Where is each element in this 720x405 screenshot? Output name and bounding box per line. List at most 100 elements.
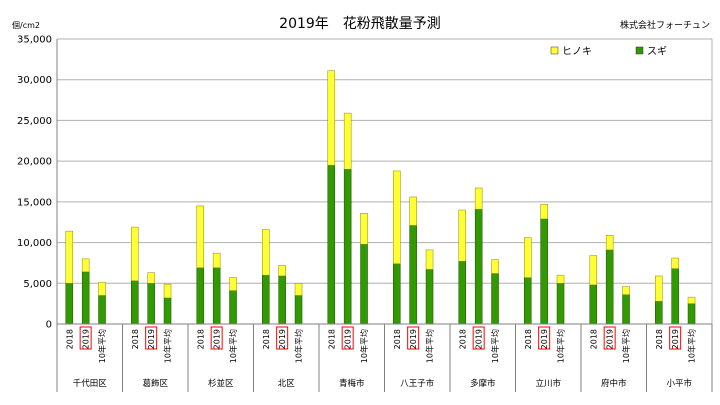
group-label: 千代田区 (73, 378, 108, 389)
x-tick-label: 10年平均 (359, 329, 369, 363)
legend-swatch (550, 46, 559, 55)
bar-hinoki (81, 258, 90, 273)
x-tick-label: 2019 (475, 329, 484, 349)
x-tick-label: 2019 (147, 329, 156, 349)
bar-sugi (474, 208, 483, 325)
bar-hinoki (458, 209, 467, 262)
bar-sugi (671, 268, 679, 325)
bar-hinoki (409, 196, 417, 226)
x-tick-label: 10年平均 (163, 329, 173, 363)
bar-sugi (147, 283, 155, 325)
bar-hinoki (262, 229, 270, 276)
group-label: 小平市 (666, 378, 692, 389)
bar-sugi (294, 295, 303, 325)
group-label: 府中市 (601, 378, 627, 389)
group-label: 杉並区 (208, 378, 234, 389)
bar-sugi (425, 269, 434, 325)
bar-sugi (278, 275, 286, 325)
bar-hinoki (425, 249, 434, 270)
x-tick-label: 2019 (344, 329, 353, 349)
bar-hinoki (196, 205, 205, 269)
highlight-box (210, 326, 223, 350)
y-tick-label: 5,000 (23, 279, 52, 290)
x-tick-label: 10年平均 (687, 329, 697, 363)
y-axis: 0 5,000 10,000 15,000 20,000 25,000 30,000 35,0… (17, 35, 713, 331)
x-tick-label: 2018 (655, 329, 664, 349)
x-tick-label: 2018 (524, 329, 533, 349)
bar-hinoki (327, 70, 336, 166)
y-tick-label: 0 (46, 320, 52, 331)
bar-sugi (229, 290, 237, 325)
bar-sugi (491, 273, 499, 325)
highlight-box (407, 326, 420, 350)
bar-hinoki (294, 283, 303, 296)
bar-hinoki (589, 255, 598, 286)
bar-sugi (65, 283, 74, 325)
bar-hinoki (360, 213, 368, 245)
bar-hinoki (540, 204, 548, 220)
bars (65, 70, 696, 325)
bar-sugi (262, 274, 270, 325)
bar-sugi (556, 283, 565, 325)
bar-hinoki (622, 286, 630, 295)
legend: ヒノキ スギ (550, 46, 667, 58)
bar-hinoki (655, 275, 663, 302)
bar-hinoki (131, 226, 139, 282)
bar-hinoki (229, 277, 237, 291)
group-label: 多摩市 (470, 378, 496, 389)
bar-sugi (524, 277, 532, 325)
bar-sugi (458, 261, 467, 325)
bar-sugi (196, 267, 205, 325)
bar-hinoki (524, 237, 532, 278)
bar-hinoki (98, 282, 106, 296)
gridlines (57, 38, 712, 284)
y-tick-label: 35,000 (17, 35, 52, 46)
highlight-box (669, 326, 682, 350)
bar-hinoki (671, 257, 679, 269)
company-name: 株式会社フォーチュン (620, 19, 710, 31)
x-tick-label: 10年平均 (97, 329, 107, 363)
x-tick-label: 2019 (278, 329, 287, 349)
bar-hinoki (163, 283, 172, 299)
x-tick-label: 2019 (82, 329, 91, 349)
x-tick-label: 2018 (131, 329, 140, 349)
bar-hinoki (491, 259, 499, 274)
bar-hinoki (393, 170, 401, 264)
bar-sugi (655, 300, 663, 325)
bar-sugi (212, 267, 221, 325)
bar-sugi (81, 271, 90, 325)
highlight-box (145, 326, 158, 350)
highlight-box (341, 326, 354, 350)
x-tick-label: 2018 (262, 329, 271, 349)
bar-sugi (605, 249, 614, 325)
x-tick-label: 2018 (393, 329, 402, 349)
highlight-box (538, 326, 551, 350)
highlight-box (603, 326, 616, 350)
bar-hinoki (343, 112, 352, 170)
highlight-box (472, 326, 485, 350)
y-tick-label: 15,000 (17, 197, 52, 208)
y-axis-unit: 個/cm2 (12, 20, 40, 30)
legend-label: ヒノキ (562, 46, 592, 58)
bar-sugi (327, 164, 336, 325)
bar-sugi (343, 169, 352, 325)
y-tick-label: 10,000 (17, 238, 52, 249)
x-tick-label: 2019 (606, 329, 615, 349)
bar-sugi (360, 243, 368, 325)
y-tick-label: 30,000 (17, 75, 52, 86)
bar-sugi (540, 218, 548, 325)
x-tick-label: 2018 (196, 329, 205, 349)
bar-hinoki (474, 187, 483, 210)
bar-sugi (409, 225, 417, 325)
bar-hinoki (212, 252, 221, 269)
bar-sugi (393, 263, 401, 325)
legend-swatch (635, 46, 644, 55)
x-tick-label: 10年平均 (556, 329, 566, 363)
x-tick-label: 2018 (458, 329, 467, 349)
bar-sugi (163, 297, 172, 325)
group-label: 立川市 (535, 378, 561, 389)
x-tick-label: 10年平均 (490, 329, 500, 363)
bar-hinoki (65, 230, 74, 284)
